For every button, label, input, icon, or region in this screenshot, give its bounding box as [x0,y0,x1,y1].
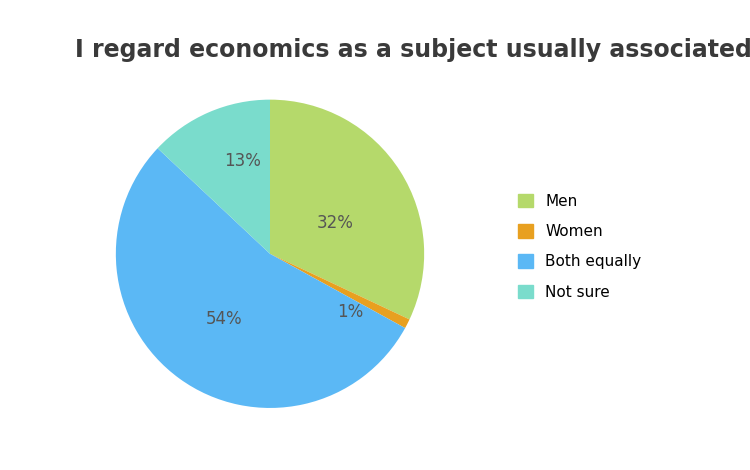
Text: 54%: 54% [206,310,242,328]
Legend: Men, Women, Both equally, Not sure: Men, Women, Both equally, Not sure [518,194,641,300]
Text: I regard economics as a subject usually associated with...: I regard economics as a subject usually … [75,38,750,62]
Text: 32%: 32% [316,214,353,232]
Wedge shape [116,148,405,408]
Text: 1%: 1% [337,303,363,321]
Wedge shape [270,254,410,328]
Text: 13%: 13% [224,152,261,170]
Wedge shape [158,100,270,254]
Wedge shape [270,100,424,320]
